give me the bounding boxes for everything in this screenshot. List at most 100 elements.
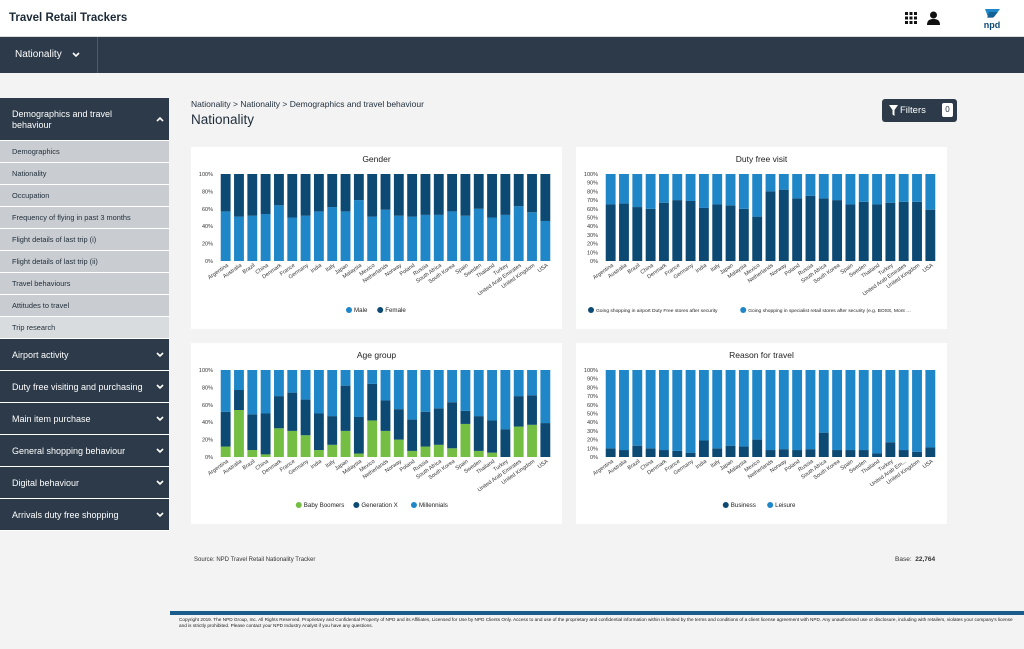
chevron-down-icon xyxy=(156,447,164,453)
y-tick-label: 20% xyxy=(202,242,213,248)
bar-segment xyxy=(885,202,896,261)
y-tick-label: 60% xyxy=(202,403,213,409)
bar-segment xyxy=(447,174,458,212)
bar-segment xyxy=(885,174,896,203)
breadcrumb[interactable]: Nationality > Nationality > Demographics… xyxy=(191,99,424,109)
top-bar: Travel Retail Trackers npd xyxy=(0,0,1024,37)
bar-segment xyxy=(778,370,789,450)
filters-button[interactable]: Filters 0 xyxy=(882,99,957,122)
sidebar-item[interactable]: Occupation xyxy=(0,185,169,207)
bar-segment xyxy=(327,174,338,208)
chevron-down-icon xyxy=(156,383,164,389)
legend-marker xyxy=(353,502,360,508)
page-title: Nationality xyxy=(191,112,255,127)
bar-segment xyxy=(805,174,816,196)
apps-grid-icon[interactable] xyxy=(905,12,917,24)
bar-segment xyxy=(845,450,856,457)
sidebar-group[interactable]: Demographics and travel behaviour xyxy=(0,98,169,141)
bar-segment xyxy=(327,416,338,445)
bar-segment xyxy=(619,174,629,204)
bar-segment xyxy=(433,408,444,445)
bar-segment xyxy=(792,370,803,451)
x-tick-label: Italy xyxy=(325,263,337,274)
chart-title: Duty free visit xyxy=(736,154,788,164)
bar-segment xyxy=(300,370,311,400)
bar-segment xyxy=(393,174,404,216)
bar-segment xyxy=(818,432,829,457)
bar-segment xyxy=(845,370,856,451)
bar-segment xyxy=(659,174,669,203)
bar-segment xyxy=(487,217,497,261)
bar-segment xyxy=(685,200,696,261)
bar-segment xyxy=(260,214,271,261)
y-tick-label: 100% xyxy=(584,172,598,178)
tracker-selector[interactable]: Nationality xyxy=(0,37,98,73)
bar-segment xyxy=(420,411,431,447)
bar-segment xyxy=(898,450,909,457)
y-tick-label: 60% xyxy=(587,403,598,409)
bar-segment xyxy=(447,211,458,261)
sidebar-item[interactable]: Frequency of flying in past 3 months xyxy=(0,207,169,229)
sidebar: Demographics and travel behaviour Demogra… xyxy=(0,98,169,531)
bar-segment xyxy=(393,439,404,457)
bar-segment xyxy=(433,444,444,457)
bar-segment xyxy=(832,370,843,451)
legend-marker xyxy=(346,307,352,313)
bar-segment xyxy=(513,396,524,427)
bar-segment xyxy=(672,200,683,261)
sidebar-item[interactable]: Nationality xyxy=(0,163,169,185)
base-label: Base: xyxy=(895,556,912,563)
x-tick-label: Italy xyxy=(325,459,337,470)
x-tick-label: USA xyxy=(922,459,935,471)
sidebar-item[interactable]: Travel behaviours xyxy=(0,273,169,295)
bar-segment xyxy=(327,370,338,417)
bar-segment xyxy=(832,174,843,201)
bar-segment xyxy=(778,449,789,457)
bar-segment xyxy=(433,174,444,215)
bar-segment xyxy=(792,198,803,261)
bar-segment xyxy=(447,370,458,403)
x-tick-label: Italy xyxy=(710,459,722,470)
bar-segment xyxy=(765,370,776,451)
bar-segment xyxy=(340,211,351,261)
bar-segment xyxy=(898,201,909,261)
reason-for-travel-chart: Reason for travel 0% 10% 20% 30% 40% 50% 60% 70%… xyxy=(584,350,936,509)
sidebar-group[interactable]: Arrivals duty free shopping xyxy=(0,499,169,531)
sidebar-item[interactable]: Flight details of last trip (i) xyxy=(0,229,169,251)
sidebar-item[interactable]: Flight details of last trip (ii) xyxy=(0,251,169,273)
sidebar-group[interactable]: Digital behaviour xyxy=(0,467,169,499)
sidebar-group[interactable]: Main item purchase xyxy=(0,403,169,435)
sidebar-item[interactable]: Demographics xyxy=(0,141,169,163)
sidebar-item[interactable]: Trip research xyxy=(0,317,169,339)
bar-segment xyxy=(353,453,364,457)
bar-segment xyxy=(260,370,271,414)
bar-segment xyxy=(685,370,696,453)
bar-segment xyxy=(685,174,696,201)
bar-segment xyxy=(845,174,856,205)
sidebar-group-label: Airport activity xyxy=(12,350,69,360)
source-note: Source: NPD Travel Retail Nationality Tr… xyxy=(194,557,316,563)
sidebar-group[interactable]: Duty free visiting and purchasing xyxy=(0,371,169,403)
bar-segment xyxy=(513,426,524,457)
bar-segment xyxy=(540,370,551,424)
filters-label: Filters xyxy=(900,105,926,116)
x-tick-label: Italy xyxy=(710,263,722,274)
bar-segment xyxy=(393,370,404,410)
bar-segment xyxy=(619,450,629,457)
bar-segment xyxy=(818,174,829,199)
y-tick-label: 50% xyxy=(587,216,598,222)
bar-segment xyxy=(447,448,458,457)
bar-segment xyxy=(527,174,537,213)
bar-segment xyxy=(473,450,484,457)
sidebar-group[interactable]: Airport activity xyxy=(0,339,169,371)
sidebar-group[interactable]: General shopping behaviour xyxy=(0,435,169,467)
y-tick-label: 80% xyxy=(202,189,213,195)
bar-segment xyxy=(712,204,723,261)
bar-segment xyxy=(393,215,404,261)
sidebar-group-label: Main item purchase xyxy=(12,414,91,424)
sidebar-item[interactable]: Attitudes to travel xyxy=(0,295,169,317)
y-tick-label: 0% xyxy=(205,455,213,461)
user-icon[interactable] xyxy=(927,11,940,25)
bar-segment xyxy=(460,174,471,216)
y-tick-label: 40% xyxy=(587,224,598,230)
